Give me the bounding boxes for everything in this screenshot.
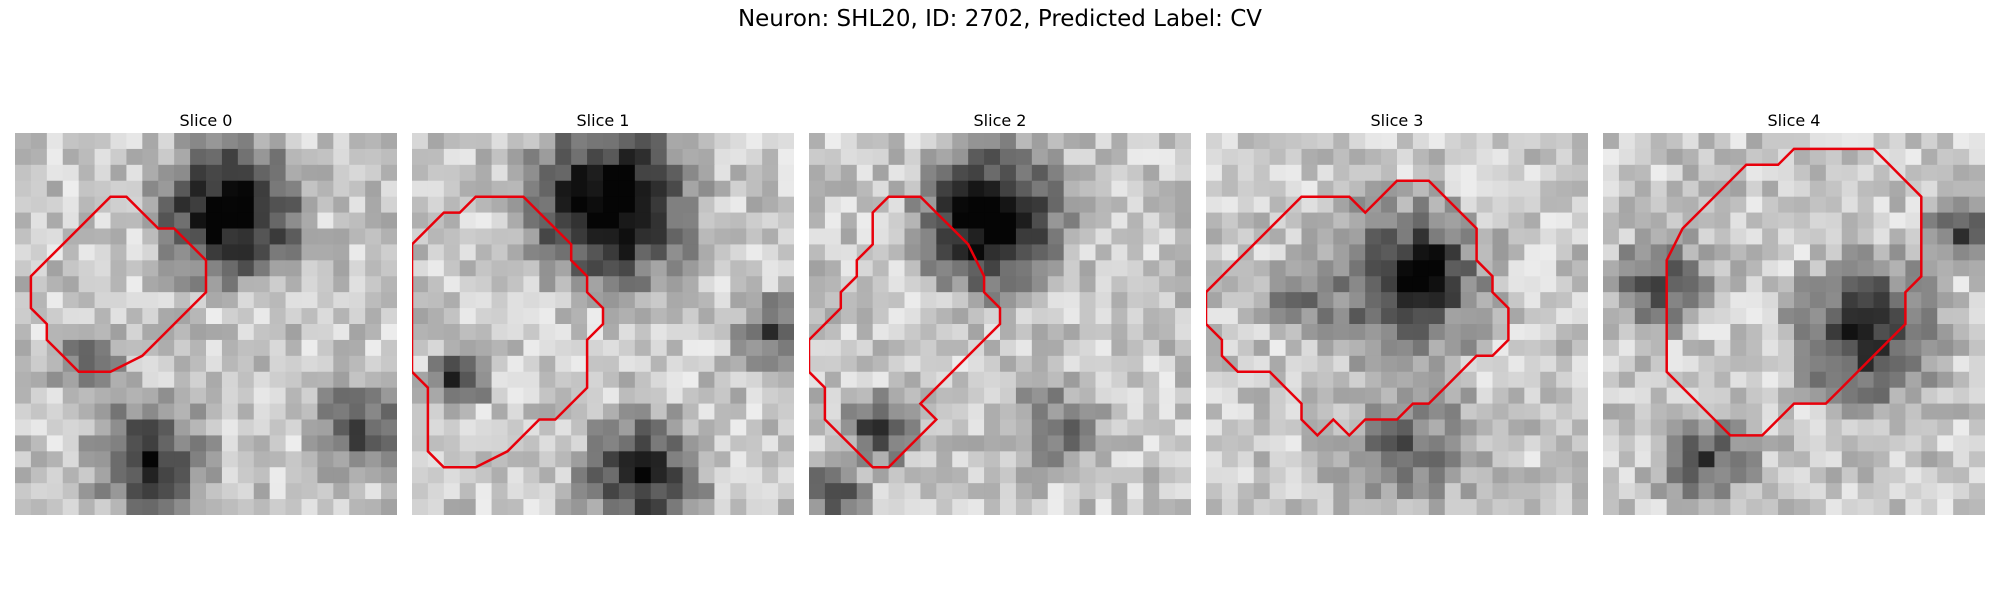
slice-image-4 xyxy=(1603,133,1985,515)
slice-pixels-1 xyxy=(412,133,794,515)
slice-image-2 xyxy=(809,133,1191,515)
slice-title-2: Slice 2 xyxy=(973,111,1027,130)
slice-image-1 xyxy=(412,133,794,515)
slice-panel-0: Slice 0 xyxy=(15,110,397,515)
slice-image-3 xyxy=(1206,133,1588,515)
roi-contour-3 xyxy=(1206,179,1510,438)
figure-title: Neuron: SHL20, ID: 2702, Predicted Label… xyxy=(737,6,1263,32)
slice-panel-2: Slice 2 xyxy=(809,110,1191,515)
roi-contour-4 xyxy=(1665,147,1923,437)
slice-title-3: Slice 3 xyxy=(1370,111,1424,130)
slice-panel-3: Slice 3 xyxy=(1206,110,1588,515)
slice-panel-1: Slice 1 xyxy=(412,110,794,515)
slice-pixels-3 xyxy=(1206,133,1588,515)
slice-image-0 xyxy=(15,133,397,515)
roi-contour-1 xyxy=(412,195,605,469)
slice-panel-4: Slice 4 xyxy=(1603,110,1985,515)
slice-pixels-0 xyxy=(15,133,397,515)
slice-title-0: Slice 0 xyxy=(179,111,233,130)
slice-title-1: Slice 1 xyxy=(576,111,630,130)
slice-pixels-4 xyxy=(1603,133,1985,515)
roi-contour-0 xyxy=(29,195,208,374)
slice-title-4: Slice 4 xyxy=(1767,111,1821,130)
roi-contour-2 xyxy=(809,195,1002,469)
slice-pixels-2 xyxy=(809,133,1191,515)
